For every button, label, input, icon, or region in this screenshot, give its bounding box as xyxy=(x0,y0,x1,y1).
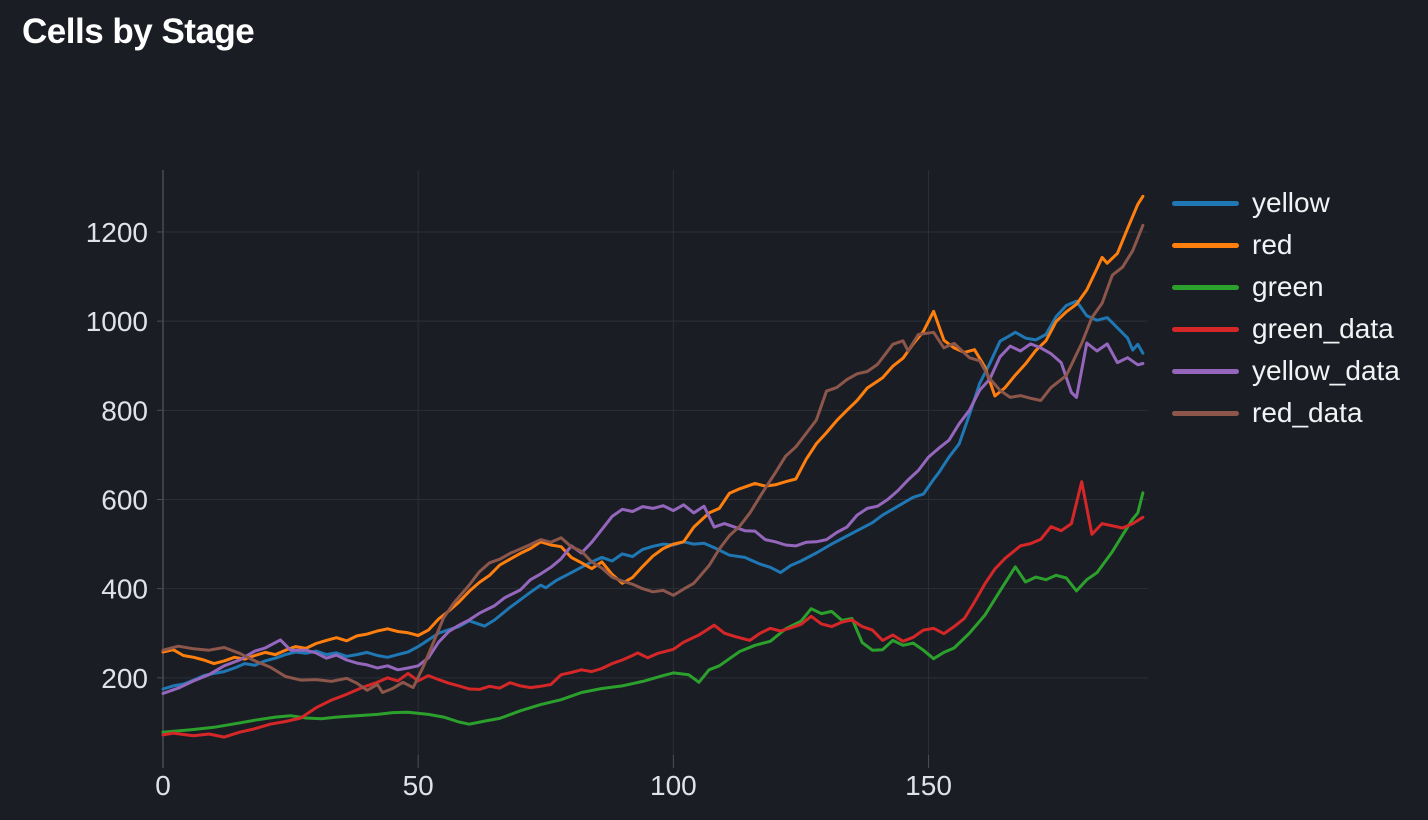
legend-label: yellow_data xyxy=(1252,355,1400,386)
legend-item-green: green xyxy=(1172,266,1400,308)
legend-item-red_data: red_data xyxy=(1172,392,1400,434)
legend-swatch-yellow xyxy=(1172,200,1239,206)
y-tick-label: 600 xyxy=(101,484,148,515)
legend-item-yellow: yellow xyxy=(1172,182,1400,224)
series-line-green xyxy=(161,491,1145,734)
series-line-red_data xyxy=(161,223,1145,694)
legend-item-green_data: green_data xyxy=(1172,308,1400,350)
legend-swatch-yellow_data xyxy=(1172,368,1239,374)
y-tick-label: 1000 xyxy=(86,306,148,337)
x-tick-label: 100 xyxy=(650,770,697,801)
x-tick-label: 50 xyxy=(403,770,434,801)
series-line-yellow xyxy=(161,299,1145,691)
x-tick-label: 0 xyxy=(155,770,171,801)
legend-label: yellow xyxy=(1252,187,1330,218)
chart-title: Cells by Stage xyxy=(22,12,255,51)
legend-label: red xyxy=(1252,229,1293,260)
series-line-red xyxy=(161,194,1145,666)
y-tick-label: 800 xyxy=(101,395,148,426)
legend-swatch-red_data xyxy=(1172,410,1239,416)
series-line-green_data xyxy=(161,480,1145,739)
legend-item-red: red xyxy=(1172,224,1400,266)
legend-swatch-green xyxy=(1172,284,1239,290)
chart-legend: yellow red green green_data yellow_data red_d… xyxy=(1172,182,1400,434)
y-tick-label: 1200 xyxy=(86,217,148,248)
y-tick-label: 400 xyxy=(101,574,148,605)
legend-swatch-green_data xyxy=(1172,326,1239,332)
legend-label: green_data xyxy=(1252,313,1394,344)
series-line-yellow_data xyxy=(161,341,1145,695)
legend-item-yellow_data: yellow_data xyxy=(1172,350,1400,392)
legend-label: green xyxy=(1252,271,1324,302)
legend-swatch-red xyxy=(1172,242,1239,248)
x-tick-label: 150 xyxy=(905,770,952,801)
y-tick-label: 200 xyxy=(101,663,148,694)
legend-label: red_data xyxy=(1252,397,1363,428)
